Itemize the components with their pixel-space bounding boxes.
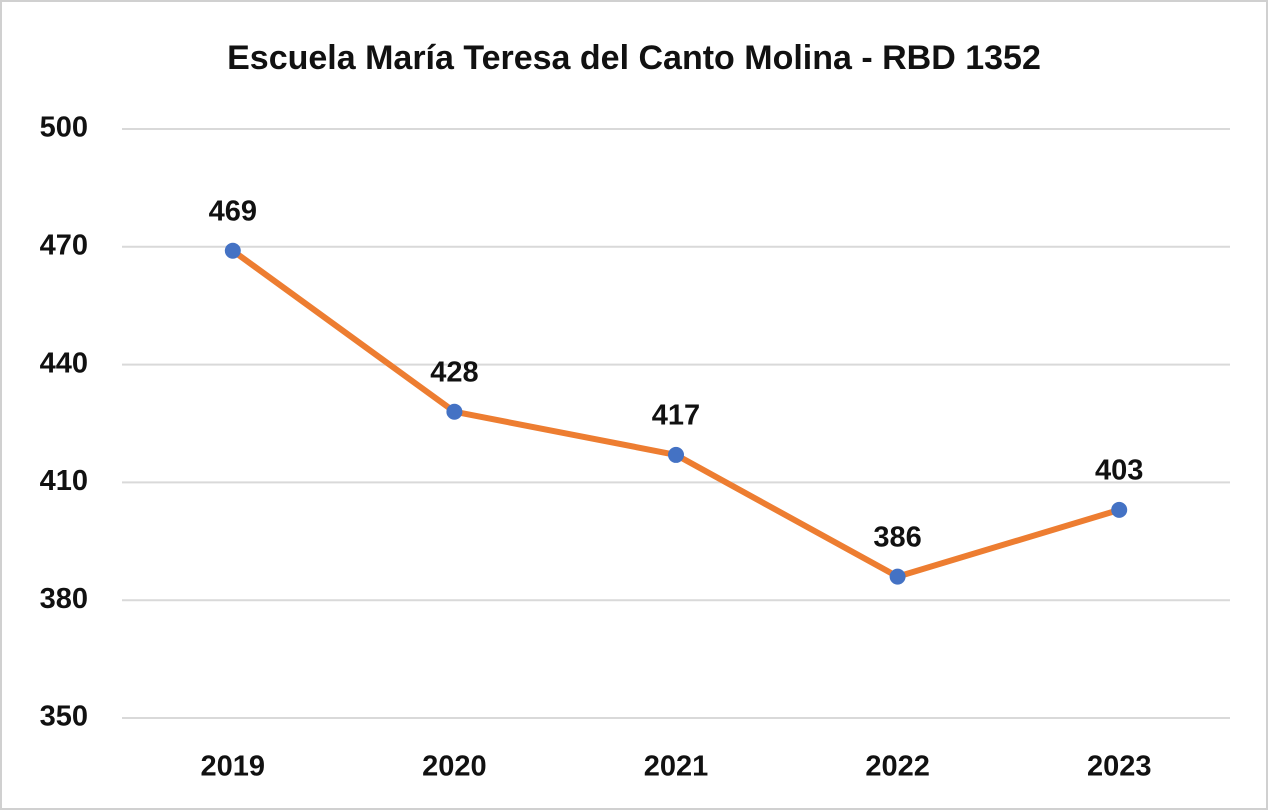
x-tick-label: 2020	[422, 751, 487, 783]
x-tick-label: 2019	[201, 751, 266, 783]
marker	[889, 568, 906, 585]
x-tick-label: 2023	[1087, 751, 1152, 783]
y-tick-label: 440	[40, 347, 88, 379]
data-label: 386	[873, 521, 921, 553]
marker	[446, 403, 463, 420]
chart-title: Escuela María Teresa del Canto Molina - …	[227, 39, 1041, 77]
data-label: 417	[652, 400, 700, 432]
y-tick-label: 380	[40, 583, 88, 615]
data-label: 403	[1095, 455, 1143, 487]
marker	[668, 446, 684, 463]
y-tick-label: 410	[40, 465, 88, 497]
x-tick-label: 2021	[644, 751, 709, 783]
y-tick-label: 470	[40, 229, 88, 261]
marker	[1111, 501, 1128, 518]
y-tick-label: 500	[40, 112, 88, 144]
y-tick-label: 350	[40, 701, 88, 733]
data-label: 469	[209, 195, 257, 227]
data-label: 428	[430, 356, 478, 388]
x-tick-label: 2022	[865, 751, 930, 783]
marker	[224, 242, 241, 259]
